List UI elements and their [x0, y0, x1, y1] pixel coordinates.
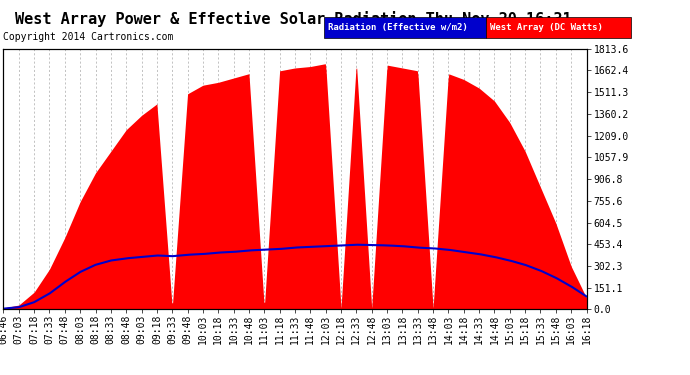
Text: Radiation (Effective w/m2): Radiation (Effective w/m2) [328, 22, 468, 32]
Text: West Array (DC Watts): West Array (DC Watts) [490, 22, 603, 32]
Text: Copyright 2014 Cartronics.com: Copyright 2014 Cartronics.com [3, 32, 174, 42]
Text: West Array Power & Effective Solar Radiation Thu Nov 20 16:31: West Array Power & Effective Solar Radia… [15, 11, 571, 27]
